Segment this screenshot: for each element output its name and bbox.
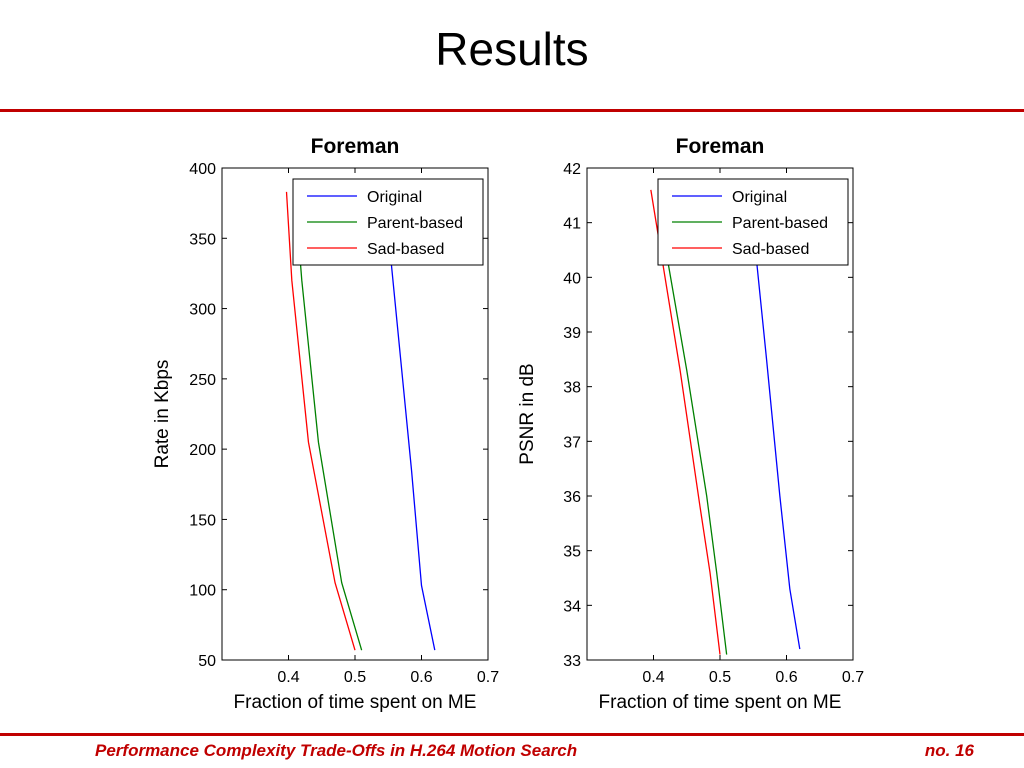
y-tick-label: 50 <box>198 653 216 670</box>
y-tick-label: 350 <box>189 231 216 248</box>
legend-label: Parent-based <box>367 215 463 232</box>
y-tick-label: 300 <box>189 302 216 319</box>
x-tick-label: 0.7 <box>477 669 499 686</box>
y-tick-label: 200 <box>189 442 216 459</box>
x-axis-label: Fraction of time spent on ME <box>599 692 842 713</box>
x-tick-label: 0.5 <box>344 669 366 686</box>
y-tick-label: 42 <box>563 161 581 178</box>
y-axis-label: Rate in Kbps <box>152 360 173 469</box>
x-tick-label: 0.5 <box>709 669 731 686</box>
footer-page-number: no. 16 <box>924 741 974 760</box>
rate-chart: Foreman 50 100 150 200 250 300 350 400 0.4 0.5 0.6 0… <box>152 135 499 713</box>
x-tick-label: 0.6 <box>775 669 797 686</box>
y-tick-label: 100 <box>189 583 216 600</box>
series-line-sad-based <box>285 191 356 651</box>
legend-label: Original <box>367 189 422 206</box>
y-tick-label: 36 <box>563 489 581 506</box>
psnr-chart: Foreman 33 34 35 36 37 38 39 40 41 42 0.4 0.5 0.6 0.7F… <box>517 135 864 713</box>
legend-label: Sad-based <box>367 241 444 258</box>
slide-title: Results <box>435 23 589 75</box>
chart-title: Foreman <box>676 135 765 158</box>
y-tick-label: 34 <box>563 598 581 615</box>
y-tick-label: 40 <box>563 270 581 287</box>
x-tick-label: 0.4 <box>642 669 664 686</box>
x-axis-label: Fraction of time spent on ME <box>234 692 477 713</box>
y-tick-label: 37 <box>563 434 581 451</box>
legend-label: Original <box>732 189 787 206</box>
y-tick-label: 39 <box>563 325 581 342</box>
series-line-sad-based <box>650 189 721 655</box>
y-tick-label: 150 <box>189 512 216 529</box>
top-rule <box>0 109 1024 112</box>
y-tick-label: 250 <box>189 372 216 389</box>
y-tick-label: 38 <box>563 380 581 397</box>
x-tick-label: 0.6 <box>410 669 432 686</box>
x-tick-label: 0.7 <box>842 669 864 686</box>
y-tick-label: 35 <box>563 544 581 561</box>
bottom-rule <box>0 733 1024 736</box>
legend-label: Sad-based <box>732 241 809 258</box>
series-line-parent-based <box>659 217 728 655</box>
y-tick-label: 33 <box>563 653 581 670</box>
x-tick-label: 0.4 <box>277 669 299 686</box>
legend-label: Parent-based <box>732 215 828 232</box>
series-line-original <box>755 260 801 650</box>
y-tick-label: 400 <box>189 161 216 178</box>
y-axis-label: PSNR in dB <box>517 363 538 464</box>
footer-title: Performance Complexity Trade-Offs in H.2… <box>95 741 578 760</box>
chart-title: Foreman <box>311 135 400 158</box>
y-tick-label: 41 <box>563 216 581 233</box>
